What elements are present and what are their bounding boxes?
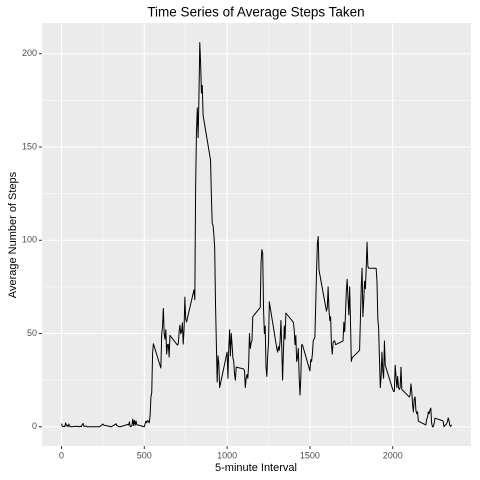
x-tick-label: 0 [59, 450, 64, 460]
y-tick-label: 50 [27, 328, 37, 338]
x-tick-label: 1500 [300, 450, 320, 460]
x-axis-title: 5-minute Interval [215, 462, 297, 474]
y-axis-title: Average Number of Steps [7, 171, 19, 298]
x-tick-label: 1000 [217, 450, 237, 460]
chart-title: Time Series of Average Steps Taken [147, 5, 364, 20]
plot-panel [42, 23, 471, 446]
y-tick-label: 0 [32, 421, 37, 431]
y-tick-label: 200 [22, 48, 37, 58]
x-tick-label: 500 [137, 450, 152, 460]
y-tick-label: 100 [22, 235, 37, 245]
x-tick-label: 2000 [383, 450, 403, 460]
y-tick-label: 150 [22, 141, 37, 151]
data-line [61, 42, 452, 428]
